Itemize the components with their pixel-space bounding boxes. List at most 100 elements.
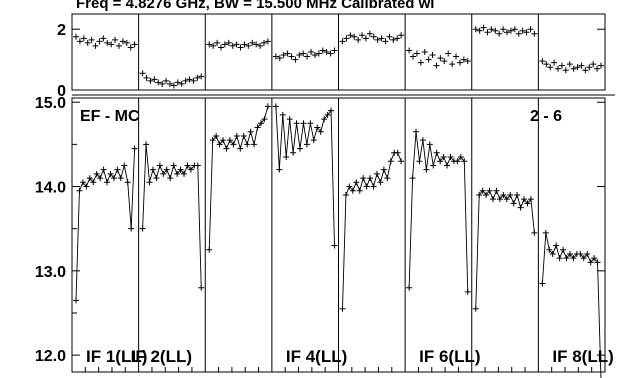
data-point: [486, 187, 493, 194]
data-point: [476, 27, 483, 34]
data-point: [220, 137, 227, 144]
data-point: [464, 58, 471, 65]
data-point: [83, 183, 90, 190]
data-point: [153, 175, 160, 182]
data-point: [245, 42, 252, 49]
data-point: [292, 56, 299, 63]
series-line: [408, 131, 469, 292]
data-point: [553, 242, 560, 249]
data-point: [373, 170, 380, 177]
y-tick-labels: 2 015.0 14.0 13.0 12.0: [35, 22, 66, 365]
data-point: [582, 67, 589, 74]
data-point: [143, 74, 150, 81]
series-line: [342, 152, 402, 309]
data-point: [594, 259, 601, 266]
data-point: [237, 145, 244, 152]
data-point: [225, 39, 232, 46]
panel-label: IF 8(LL): [552, 347, 613, 366]
data-point: [159, 80, 166, 87]
data-point: [362, 35, 369, 42]
data-point: [342, 191, 349, 198]
data-point: [504, 29, 511, 36]
data-point: [229, 42, 236, 49]
data-point: [84, 39, 91, 46]
data-point: [394, 149, 401, 156]
data-point: [386, 33, 393, 40]
series-line: [142, 144, 202, 288]
data-point: [241, 41, 248, 48]
data-point: [115, 42, 122, 49]
data-point: [331, 242, 338, 249]
data-point: [257, 120, 264, 127]
data-point: [539, 280, 546, 287]
data-point: [409, 175, 416, 182]
data-point: [456, 59, 463, 66]
data-point: [110, 175, 117, 182]
series-line: [275, 106, 335, 246]
data-point: [549, 250, 556, 257]
data-point: [507, 191, 514, 198]
data-point: [131, 145, 138, 152]
data-point: [151, 76, 158, 83]
data-point: [363, 183, 370, 190]
data-point: [590, 61, 597, 68]
data-point: [244, 141, 251, 148]
baseline-label: EF - MC: [80, 108, 140, 125]
data-point: [177, 166, 184, 173]
data-point: [527, 196, 534, 203]
data-point: [88, 36, 95, 43]
data-point: [90, 179, 97, 186]
data-point: [311, 52, 318, 59]
data-point: [310, 137, 317, 144]
data-point: [308, 49, 315, 55]
y-tick-label: 14.0: [35, 180, 66, 197]
data-point: [288, 53, 295, 60]
data-point: [233, 132, 240, 139]
data-point: [279, 111, 286, 118]
data-point: [293, 120, 300, 127]
data-point: [444, 162, 451, 169]
data-point: [174, 79, 181, 86]
y-tick-label: 12.0: [35, 348, 66, 365]
data-point: [472, 26, 479, 33]
data-point: [384, 175, 391, 182]
data-point: [489, 196, 496, 203]
data-point: [247, 128, 254, 135]
data-point: [124, 179, 131, 186]
data-point: [353, 179, 360, 186]
panel-label: IF 4(LL): [286, 347, 347, 366]
data-point: [96, 38, 103, 45]
data-point: [574, 64, 581, 71]
series-line: [208, 106, 269, 250]
data-point: [307, 120, 314, 127]
data-point: [378, 35, 385, 42]
data-point: [476, 191, 483, 198]
data-point: [147, 77, 154, 84]
data-point: [449, 61, 456, 68]
data-point: [377, 179, 384, 186]
data-point: [586, 64, 593, 71]
data-point: [556, 255, 563, 262]
data-point: [223, 145, 230, 152]
data-point: [213, 132, 220, 139]
data-point: [563, 255, 570, 262]
data-point: [131, 41, 138, 48]
data-point: [398, 158, 405, 165]
data-point: [104, 179, 111, 186]
data-point: [283, 154, 290, 161]
data-point: [272, 103, 279, 110]
data-point: [507, 27, 514, 34]
data-point: [454, 158, 461, 165]
data-point: [321, 116, 328, 123]
data-point: [370, 33, 377, 40]
data-point: [276, 166, 283, 173]
data-point: [558, 62, 565, 69]
data-point: [419, 137, 426, 144]
data-point: [139, 70, 146, 77]
data-point: [127, 44, 134, 51]
data-point: [394, 35, 401, 42]
data-point: [464, 288, 471, 295]
data-point: [112, 36, 119, 43]
data-point: [382, 38, 389, 45]
data-point: [598, 62, 604, 69]
